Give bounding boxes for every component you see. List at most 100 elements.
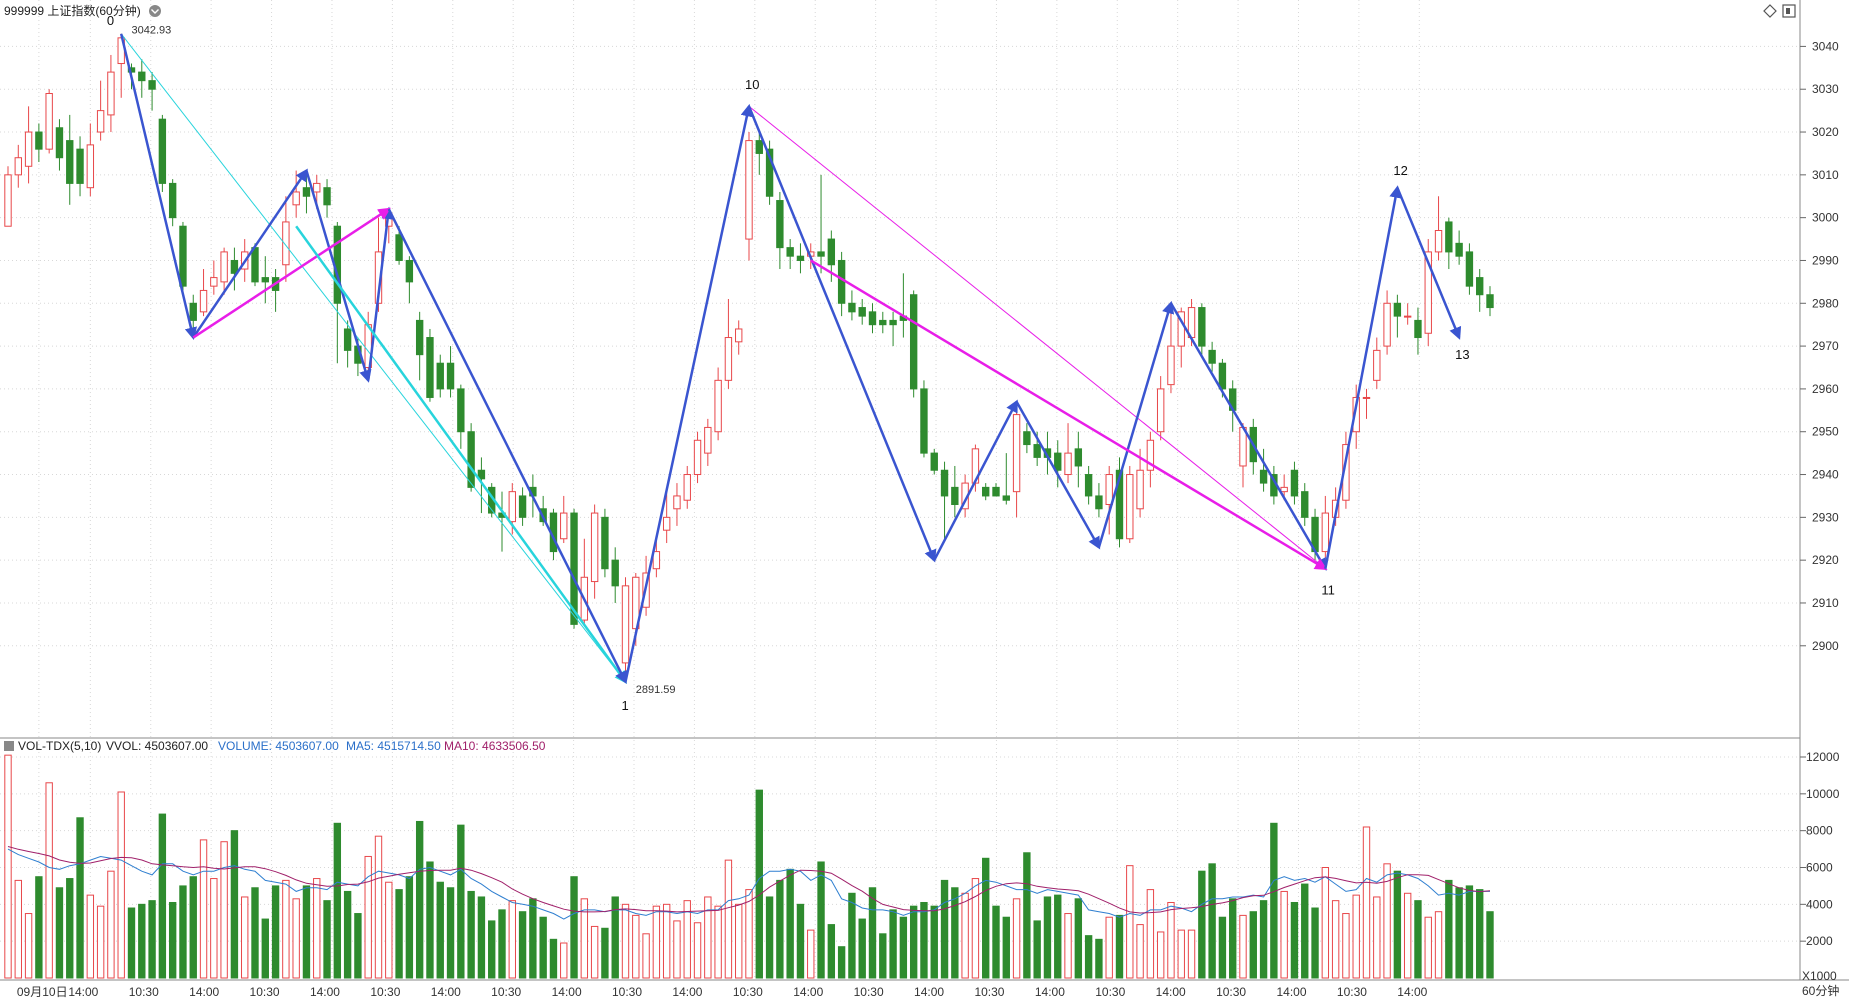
candle-body <box>76 148 84 184</box>
ma10-value: MA10: 4633506.50 <box>444 739 546 753</box>
x-tick-label: 14:00 <box>1276 985 1306 999</box>
candle-body <box>1424 251 1432 334</box>
volume-bar <box>292 898 300 979</box>
price-tick-label: 3030 <box>1812 82 1839 96</box>
candle-body <box>765 148 774 197</box>
wave-label: 1 <box>622 698 629 713</box>
vol-indicator-name: VOL-TDX(5,10) <box>18 739 101 753</box>
volume-bar <box>632 914 640 979</box>
volume-bar <box>1424 916 1432 979</box>
title-dropdown-icon[interactable] <box>149 5 161 17</box>
volume-bar <box>1321 867 1330 979</box>
candle-body <box>817 251 825 257</box>
volume-bar <box>560 942 568 979</box>
candle-body <box>1455 242 1463 257</box>
candle-body <box>837 259 846 304</box>
volume-bar <box>45 782 53 979</box>
volume-bar <box>683 900 691 979</box>
candle-body <box>1198 307 1206 347</box>
candle-body <box>1218 362 1227 390</box>
candle-body <box>436 362 444 390</box>
volume-bar <box>14 879 22 979</box>
volume-bar <box>1373 896 1381 979</box>
volume-bar <box>477 896 486 979</box>
volume-bar <box>652 905 661 979</box>
candle-body <box>940 469 949 497</box>
volume-bar <box>580 898 589 979</box>
vol-settings-icon[interactable] <box>4 741 14 751</box>
candle-body <box>323 187 331 206</box>
volume-bar <box>1208 863 1216 979</box>
candle-body <box>1290 469 1299 497</box>
diamond-icon[interactable] <box>1763 4 1777 18</box>
volume-bar <box>961 892 969 979</box>
x-tick-label: 10:30 <box>612 985 642 999</box>
period-label: 60分钟 <box>1802 983 1839 998</box>
volume-bar <box>158 813 167 979</box>
candle-body <box>230 259 239 274</box>
candle-body <box>4 174 12 227</box>
vvol-value: VVOL: 4503607.00 <box>106 739 208 753</box>
volume-bar <box>1486 911 1494 979</box>
candle-body <box>1280 486 1288 493</box>
x-tick-label: 10:30 <box>1095 985 1125 999</box>
volume-bar <box>817 861 825 979</box>
volume-bar <box>1074 898 1083 979</box>
x-tick-label: 14:00 <box>672 985 702 999</box>
candle-body <box>1208 349 1216 364</box>
volume-bar <box>940 879 949 979</box>
volume-bar <box>1064 913 1072 979</box>
volume-bar <box>364 855 372 979</box>
candle-body <box>210 277 218 287</box>
x-tick-label: 10:30 <box>129 985 159 999</box>
x-tick-label: 10:30 <box>1337 985 1367 999</box>
volume-bar <box>374 835 383 979</box>
wave-arrow-down <box>1396 187 1462 340</box>
volume-bar <box>518 911 527 979</box>
price-low-label: 2891.59 <box>636 684 676 696</box>
volume-bar <box>1352 894 1360 979</box>
candle-body <box>1023 431 1031 446</box>
volume-bar <box>590 925 599 979</box>
price-tick-label: 3020 <box>1812 125 1839 139</box>
price-tick-label: 2910 <box>1812 596 1839 610</box>
candle-body <box>189 302 197 321</box>
candle-body <box>652 551 661 570</box>
panel-toggle-icon[interactable] <box>1782 4 1796 18</box>
x-tick-label: 14:00 <box>1397 985 1427 999</box>
x-tick-label: 10:30 <box>974 985 1004 999</box>
volume-bar <box>529 898 537 979</box>
wave-arrow-up <box>624 103 754 683</box>
candle-body <box>1074 448 1083 467</box>
candle-body <box>1445 221 1453 253</box>
x-tick-label: 14:00 <box>431 985 461 999</box>
candle-body <box>426 337 434 398</box>
volume-bar <box>1239 914 1247 979</box>
wave-arrow-up <box>933 399 1018 561</box>
volume-bar <box>745 889 753 979</box>
volume-bar <box>261 918 269 979</box>
volume-bar <box>1465 885 1474 979</box>
volume-bar <box>1383 863 1391 979</box>
volume-bar <box>1455 887 1463 979</box>
candle-body <box>1414 319 1422 339</box>
volume-bar <box>899 916 908 979</box>
volume-bar <box>1198 870 1206 979</box>
volume-bar <box>1012 898 1021 979</box>
wave-arrow-down <box>1015 401 1101 550</box>
volume-bar <box>704 896 712 979</box>
volume-bar <box>1259 900 1268 979</box>
volume-bar <box>96 905 105 979</box>
candle-body <box>302 187 311 197</box>
candle-body <box>477 469 486 480</box>
candle-body <box>1064 452 1072 476</box>
volume-bar <box>35 876 43 979</box>
volume-ma5-line <box>7 848 1490 920</box>
volume-bar <box>446 887 455 979</box>
volume-bar <box>76 817 84 979</box>
candle-body <box>879 319 887 326</box>
volume-bar <box>796 903 805 979</box>
volume-bar <box>210 878 218 979</box>
volume-bar <box>1280 890 1288 979</box>
